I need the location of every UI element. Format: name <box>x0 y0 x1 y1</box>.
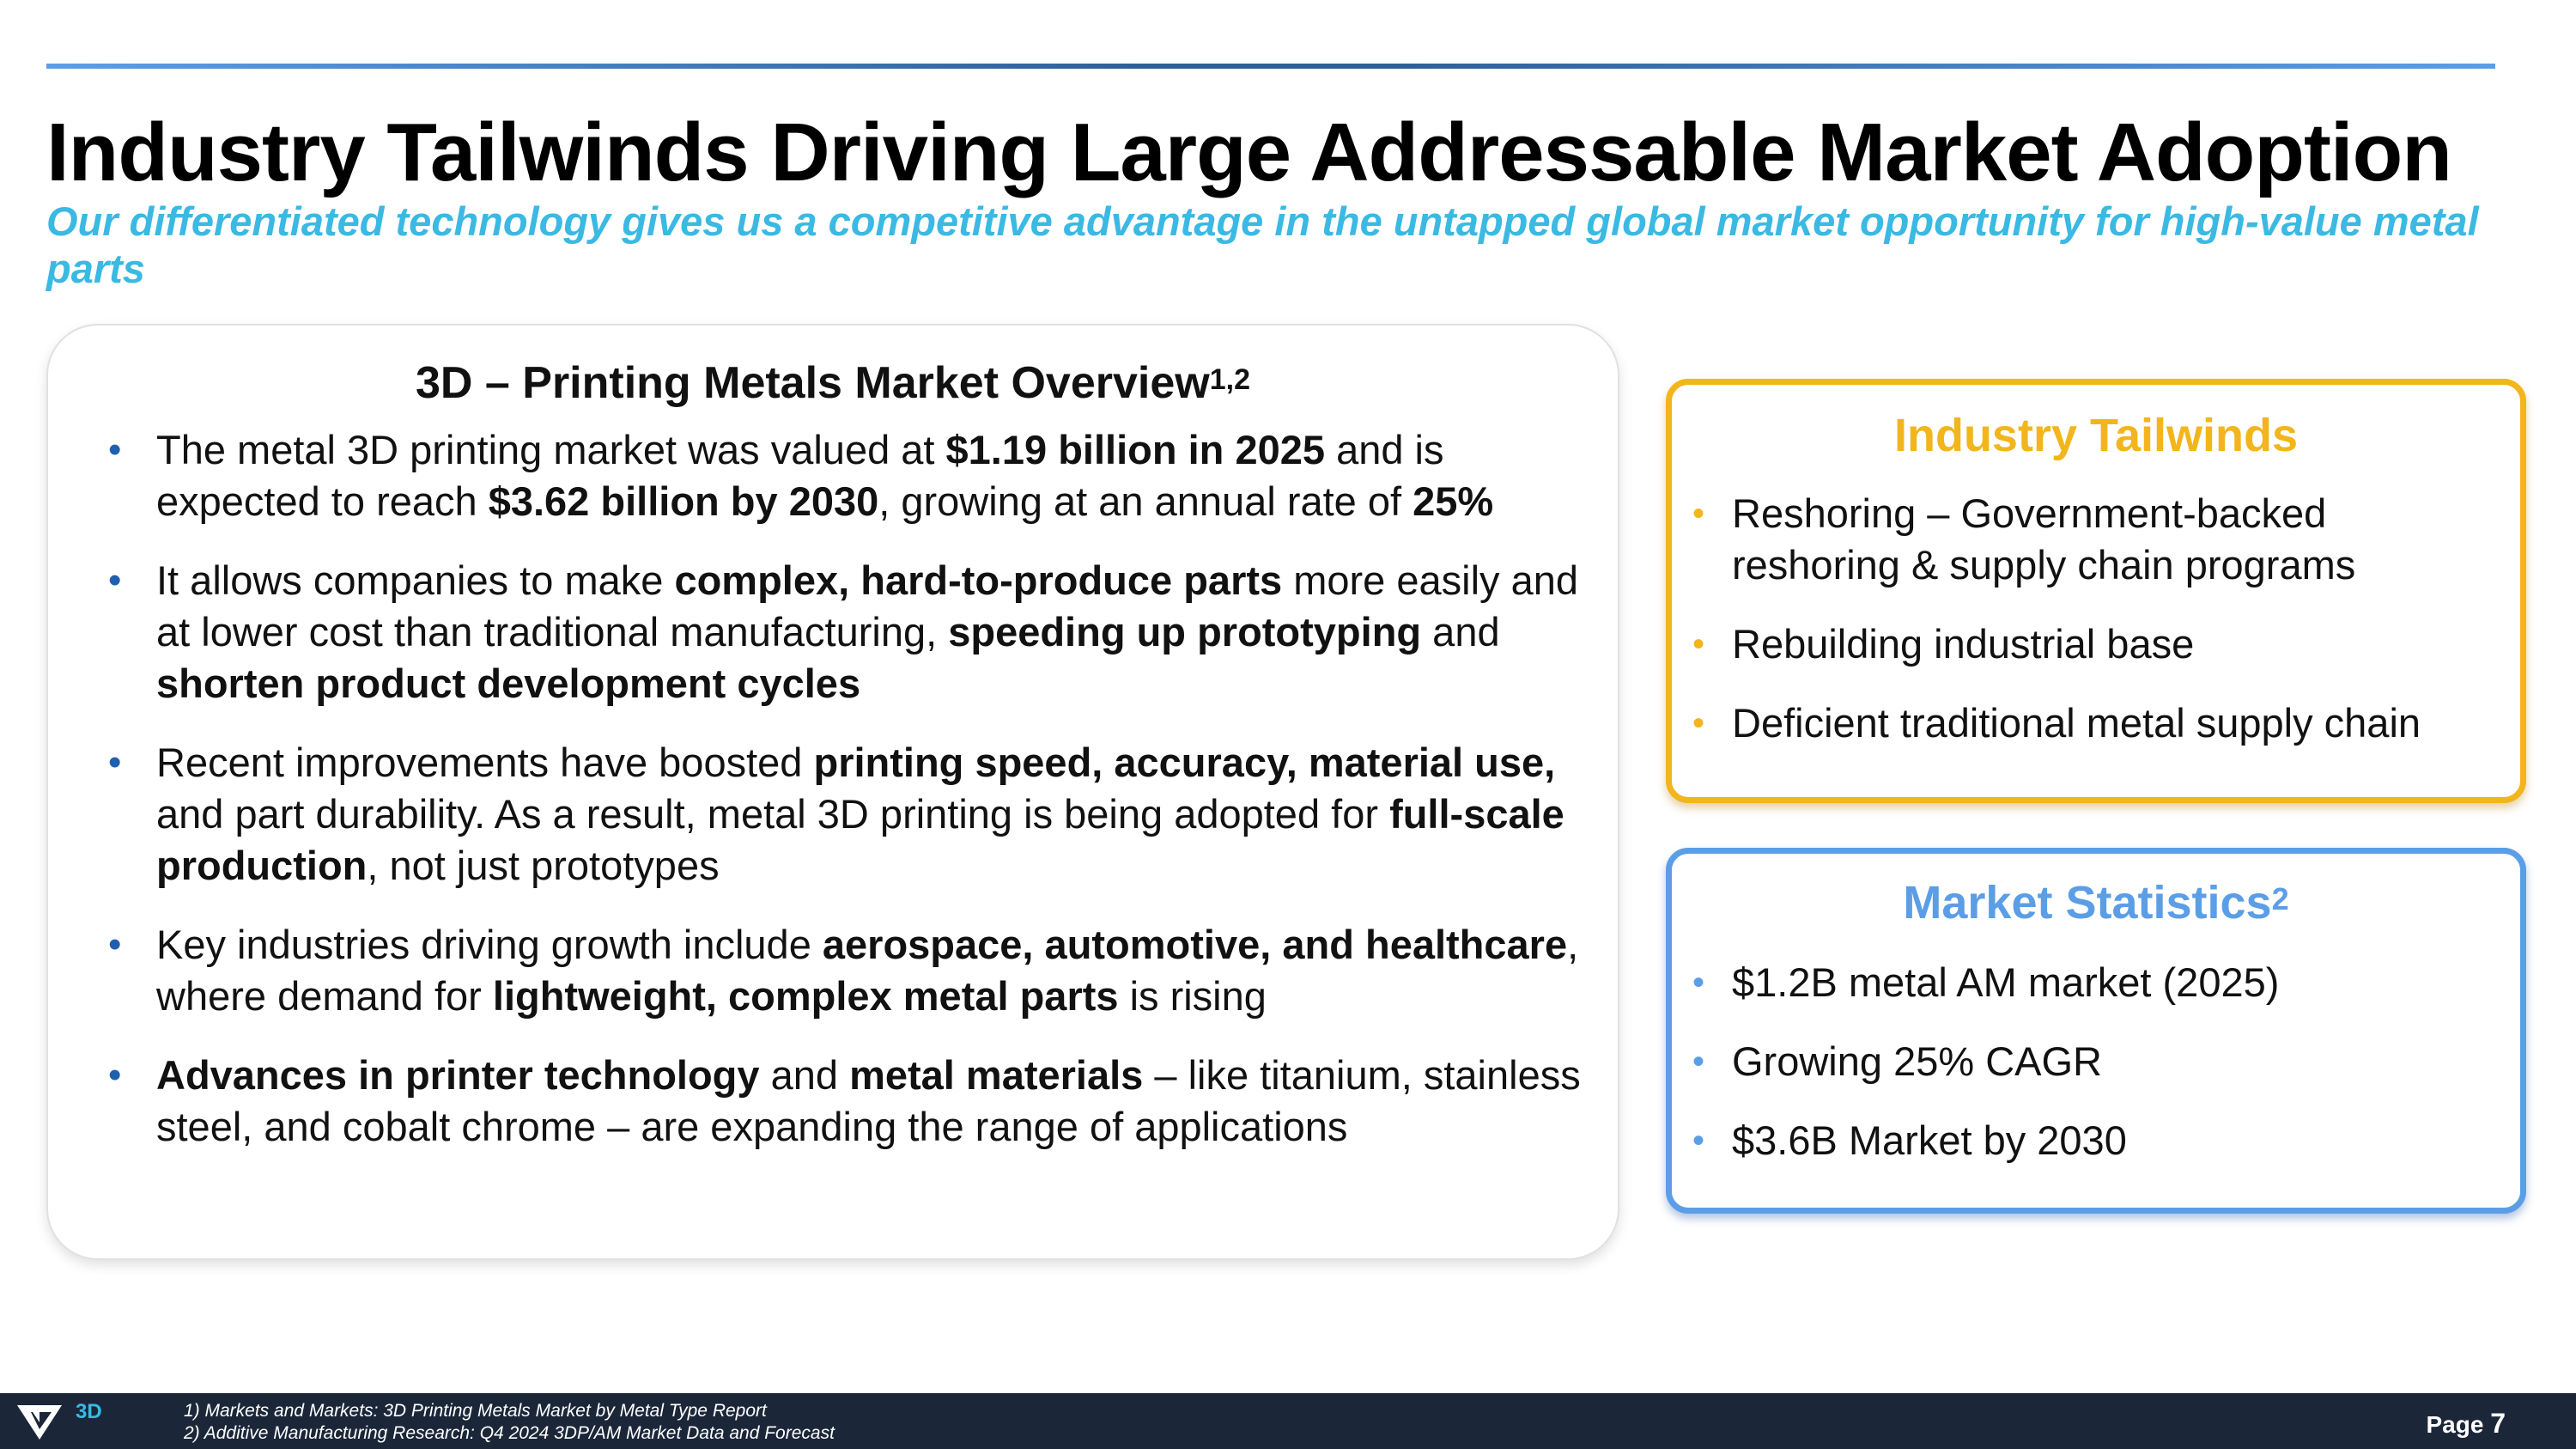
bullet-bold-text: metal materials <box>849 1052 1144 1098</box>
bullet-bold-text: 25% <box>1413 478 1494 524</box>
bullet-dot-icon: • <box>1692 704 1705 742</box>
bullet-text: is rising <box>1118 973 1267 1019</box>
overview-bullet: • Recent improvements have boosted printi… <box>108 737 1602 892</box>
logo-3d-text: 3D <box>76 1400 102 1423</box>
footer-bar: 3D 1) Markets and Markets: 3D Printing M… <box>0 1393 2576 1449</box>
stat-item: • $1.2B metal AM market (2025) <box>1692 957 2500 1008</box>
bullet-bold-text: printing speed, accuracy, material use, <box>813 740 1556 785</box>
overview-bullet-list: • The metal 3D printing market was valued… <box>108 424 1602 1180</box>
bullet-dot-icon: • <box>108 559 122 601</box>
tailwind-item: • Rebuilding industrial base <box>1692 618 2500 670</box>
bullet-dot-icon: • <box>108 429 122 471</box>
overview-bullet: • Key industries driving growth include a… <box>108 919 1602 1022</box>
overview-bullet: • Advances in printer technology and meta… <box>108 1050 1602 1153</box>
header-rule <box>46 64 2495 69</box>
bullet-bold-text: complex, hard-to-produce parts <box>674 557 1283 603</box>
tailwind-item-text: Reshoring – Government-backed reshoring … <box>1732 490 2356 588</box>
bullet-bold-text: lightweight, complex metal parts <box>492 973 1119 1019</box>
overview-bullet: • The metal 3D printing market was valued… <box>108 424 1602 527</box>
bullet-bold-text: shorten product development cycles <box>156 661 861 706</box>
bullet-text: and is expected to reach <box>156 427 1444 524</box>
bullet-bold-text: speeding up prototyping <box>948 609 1422 654</box>
bullet-text: – like titanium, stainless steel, and co… <box>156 1052 1581 1149</box>
bullet-text: , growing at an annual rate of <box>878 478 1413 524</box>
bullet-text: , where demand for <box>156 922 1579 1019</box>
bullet-text: The metal 3D printing market was valued … <box>156 427 946 472</box>
bullet-text: Key industries driving growth include <box>156 922 823 967</box>
bullet-dot-icon: • <box>1692 495 1705 533</box>
tailwind-item-text: Deficient traditional metal supply chain <box>1732 700 2421 746</box>
bullet-bold-text: $1.19 billion in 2025 <box>945 427 1326 472</box>
tailwind-item-text: Rebuilding industrial base <box>1732 621 2195 667</box>
overview-title-footnote-ref: 1,2 <box>1209 363 1251 396</box>
bullet-dot-icon: • <box>1692 1122 1705 1160</box>
bullet-text: and <box>759 1052 850 1098</box>
bullet-dot-icon: • <box>1692 1043 1705 1081</box>
bullet-dot-icon: • <box>1692 625 1705 663</box>
bullet-dot-icon: • <box>108 741 122 783</box>
market-statistics-box: Market Statistics2 • $1.2B metal AM marke… <box>1666 848 2526 1214</box>
tailwinds-title: Industry Tailwinds <box>1893 410 2299 461</box>
tailwind-item: • Deficient traditional metal supply chai… <box>1692 697 2500 749</box>
page-subtitle: Our differentiated technology gives us a… <box>46 198 2479 291</box>
bullet-dot-icon: • <box>108 923 122 965</box>
stat-item: • $3.6B Market by 2030 <box>1692 1115 2500 1166</box>
bullet-bold-text: Advances in printer technology <box>156 1052 760 1098</box>
stats-title-footnote-ref: 2 <box>2271 881 2289 916</box>
bullet-text: and part durability. As a result, metal … <box>156 791 1390 837</box>
tailwinds-list: • Reshoring – Government-backed reshoring… <box>1692 488 2500 776</box>
footnote-1: 1) Markets and Markets: 3D Printing Meta… <box>184 1401 767 1421</box>
overview-title: 3D – Printing Metals Market Overview1,2 <box>415 358 1251 408</box>
page-title: Industry Tailwinds Driving Large Address… <box>46 107 2452 198</box>
overview-bullet: • It allows companies to make complex, ha… <box>108 555 1602 709</box>
stats-title: Market Statistics2 <box>1903 877 2289 928</box>
industry-tailwinds-box: Industry Tailwinds • Reshoring – Governme… <box>1666 379 2526 803</box>
stat-item-text: $3.6B Market by 2030 <box>1732 1117 2127 1163</box>
stats-list: • $1.2B metal AM market (2025) • Growing 25… <box>1692 957 2500 1194</box>
footnote-2: 2) Additive Manufacturing Research: Q4 2… <box>184 1423 835 1443</box>
logo-v-icon <box>17 1405 62 1440</box>
bullet-text: Recent improvements have boosted <box>156 740 814 785</box>
footnotes: 1) Markets and Markets: 3D Printing Meta… <box>184 1400 835 1445</box>
stat-item-text: Growing 25% CAGR <box>1732 1038 2102 1084</box>
bullet-bold-text: $3.62 billion by 2030 <box>488 478 879 524</box>
bullet-text: , not just prototypes <box>367 843 720 888</box>
bullet-dot-icon: • <box>108 1054 122 1096</box>
bullet-text: more easily and at lower cost than tradi… <box>156 557 1578 654</box>
bullet-text: and <box>1421 609 1500 654</box>
bullet-dot-icon: • <box>1692 964 1705 1002</box>
stat-item-text: $1.2B metal AM market (2025) <box>1732 959 2280 1005</box>
bullet-bold-text: full-scale production <box>156 791 1564 888</box>
market-overview-panel: 3D – Printing Metals Market Overview1,2 … <box>46 324 1619 1260</box>
bullet-text: It allows companies to make <box>156 557 675 603</box>
page-number: Page 7 <box>2426 1408 2506 1439</box>
stat-item: • Growing 25% CAGR <box>1692 1036 2500 1087</box>
bullet-bold-text: aerospace, automotive, and healthcare <box>822 922 1568 967</box>
tailwind-item: • Reshoring – Government-backed reshoring… <box>1692 488 2500 591</box>
